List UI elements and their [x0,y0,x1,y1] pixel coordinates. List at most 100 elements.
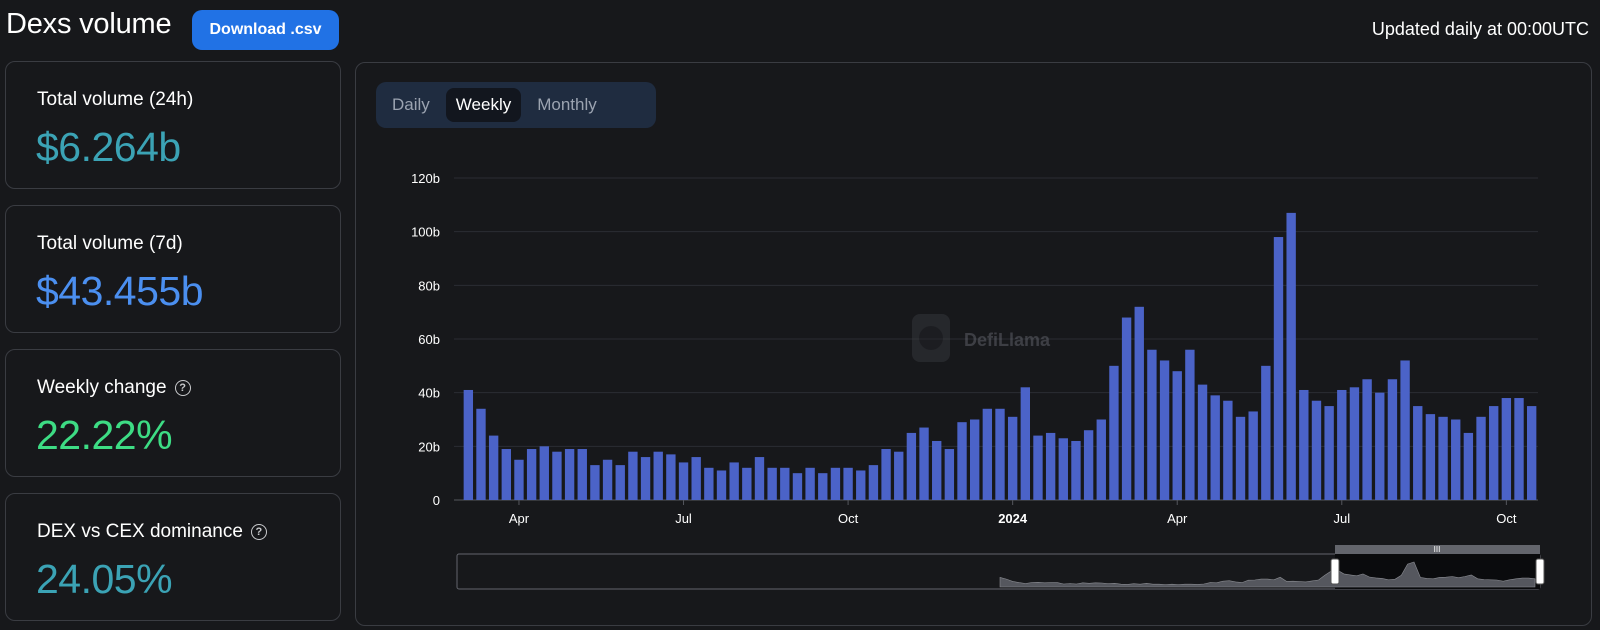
bar[interactable] [830,467,841,500]
bar[interactable] [1007,416,1018,500]
bar[interactable] [1311,400,1322,500]
slider-drag-bar[interactable] [1335,545,1540,554]
bar[interactable] [906,432,917,500]
help-icon[interactable]: ? [250,524,267,540]
bar[interactable] [1210,395,1220,500]
bar[interactable] [577,449,587,500]
bar[interactable] [995,408,1005,500]
bar[interactable] [704,467,714,500]
bar[interactable] [970,419,980,501]
bar[interactable] [1526,406,1537,500]
bar[interactable] [590,465,600,500]
bar[interactable] [1248,411,1258,500]
bar[interactable] [1197,384,1208,500]
help-icon[interactable]: ? [174,380,191,396]
bar[interactable] [818,473,828,500]
tab-monthly[interactable]: Monthly [537,95,597,114]
bar[interactable] [539,446,549,500]
bar[interactable] [666,454,676,500]
bar[interactable] [564,449,575,500]
x-tick-label: Apr [1167,511,1188,526]
bar[interactable] [881,449,891,500]
download-csv-button[interactable]: Download .csv [192,10,339,50]
bar[interactable] [1514,398,1524,500]
bar[interactable] [1362,379,1372,500]
bar[interactable] [843,467,853,500]
bar[interactable] [1058,438,1068,500]
bar[interactable] [488,435,499,500]
bar[interactable] [1071,440,1081,500]
bar[interactable] [894,451,904,500]
bar[interactable] [856,470,866,500]
bar[interactable] [792,473,803,500]
bar[interactable] [1387,379,1398,500]
bar[interactable] [1438,416,1448,500]
bar[interactable] [1185,349,1195,500]
bar[interactable] [1223,400,1233,500]
bar[interactable] [1159,360,1170,500]
slider-left-handle[interactable] [1330,558,1340,585]
bar[interactable] [1489,406,1499,500]
bar[interactable] [1235,416,1246,500]
bar[interactable] [1083,430,1094,500]
bar[interactable] [1476,416,1486,500]
tab-weekly[interactable]: Weekly [445,88,522,122]
bar[interactable] [1172,371,1182,500]
bar[interactable] [944,449,955,500]
bar[interactable] [640,457,651,500]
bar[interactable] [1349,387,1360,500]
bar[interactable] [526,449,537,500]
bar[interactable] [653,451,663,500]
defillama-watermark: DefiLlama [912,314,1051,362]
bar[interactable] [1324,406,1334,500]
bar[interactable] [982,408,993,500]
bar[interactable] [742,467,752,500]
bar[interactable] [1299,389,1309,500]
bar[interactable] [1121,317,1132,500]
bar[interactable] [780,467,790,500]
bar[interactable] [691,457,701,500]
y-tick-label: 0 [433,493,440,508]
bar[interactable] [476,408,486,500]
bar[interactable] [1286,212,1296,500]
slider-right-handle[interactable] [1535,558,1545,585]
bar[interactable] [678,462,689,500]
bar[interactable] [1400,360,1410,500]
tab-daily[interactable]: Daily [392,95,430,114]
bar[interactable] [957,422,967,500]
bar[interactable] [1096,419,1106,501]
bar[interactable] [1273,237,1284,500]
bar[interactable] [1451,419,1461,501]
bar[interactable] [615,465,625,500]
bar[interactable] [501,449,511,500]
bar[interactable] [1147,349,1157,500]
bar[interactable] [1413,406,1423,500]
bar[interactable] [932,440,942,500]
bar[interactable] [1033,435,1043,500]
bar[interactable] [463,389,474,500]
bar[interactable] [868,465,879,500]
bar[interactable] [767,467,777,500]
bar[interactable] [1134,306,1144,500]
bar[interactable] [1463,432,1474,500]
bar[interactable] [729,462,739,500]
bar[interactable] [1045,432,1056,500]
bar[interactable] [1337,389,1347,500]
zoom-slider[interactable]: III [456,545,1545,590]
bar[interactable] [754,457,765,500]
y-tick-label: 80b [418,278,440,293]
bar[interactable] [628,451,638,500]
bar[interactable] [919,427,929,500]
bar[interactable] [1261,365,1271,500]
bar[interactable] [552,451,562,500]
bar[interactable] [805,467,815,500]
bar[interactable] [1425,414,1436,500]
card-label: Total volume (7d) [37,233,183,255]
bar[interactable] [1109,365,1119,500]
bar[interactable] [602,459,613,500]
bar[interactable] [514,459,524,500]
bar[interactable] [1501,398,1512,500]
bar[interactable] [1375,392,1385,500]
bar[interactable] [716,470,727,500]
bar[interactable] [1020,387,1030,500]
